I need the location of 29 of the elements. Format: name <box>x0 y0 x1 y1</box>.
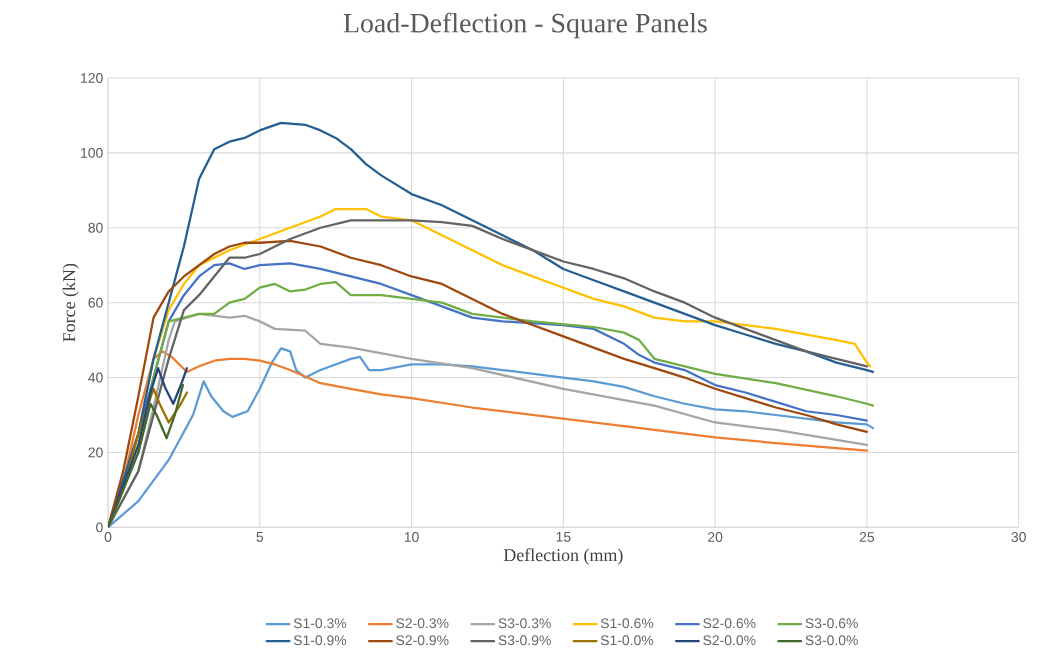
legend-label: S2-0.6% <box>703 618 756 629</box>
x-tick-label: 25 <box>859 531 875 542</box>
legend-label: S2-0.0% <box>703 635 756 646</box>
x-tick-label: 10 <box>404 531 419 542</box>
x-tick-label: 20 <box>708 531 723 542</box>
y-tick-label: 0 <box>96 522 103 533</box>
x-tick-label: 30 <box>1011 531 1026 542</box>
legend-label: S3-0.6% <box>805 618 858 629</box>
x-tick-label: 5 <box>256 531 264 542</box>
legend-label: S1-0.0% <box>600 635 654 646</box>
y-tick-label: 60 <box>88 297 103 308</box>
legend-label: S2-0.9% <box>396 635 449 646</box>
y-tick-label: 120 <box>81 72 103 83</box>
y-axis-title: Force (kN) <box>62 263 79 342</box>
legend-label: S3-0.3% <box>498 618 551 629</box>
y-tick-label: 100 <box>81 147 103 158</box>
y-tick-label: 80 <box>88 222 103 233</box>
y-tick-label: 20 <box>88 447 103 458</box>
x-axis-title: Deflection (mm) <box>503 548 623 565</box>
legend-label: S1-0.6% <box>600 618 654 629</box>
x-tick-label: 0 <box>104 531 112 542</box>
legend-label: S1-0.3% <box>293 618 347 629</box>
x-tick-label: 15 <box>556 531 571 542</box>
legend-label: S3-0.0% <box>805 635 858 646</box>
chart-title: Load-Deflection - Square Panels <box>343 12 707 39</box>
legend-label: S2-0.3% <box>396 618 449 629</box>
legend-label: S1-0.9% <box>293 635 347 646</box>
y-tick-label: 40 <box>88 372 103 383</box>
legend-label: S3-0.9% <box>498 635 551 646</box>
